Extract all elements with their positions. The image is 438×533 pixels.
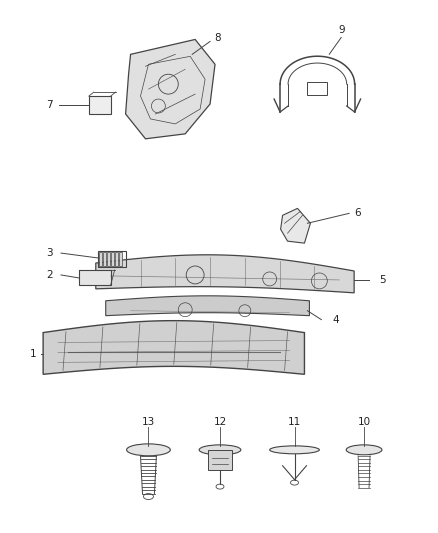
Text: 4: 4 (332, 314, 339, 325)
FancyBboxPatch shape (79, 270, 111, 285)
Ellipse shape (127, 444, 170, 456)
Text: 12: 12 (213, 417, 226, 427)
Polygon shape (281, 208, 311, 243)
Text: 3: 3 (46, 248, 53, 258)
FancyBboxPatch shape (208, 450, 232, 470)
Text: 5: 5 (380, 275, 386, 285)
Polygon shape (106, 296, 309, 316)
Text: 1: 1 (30, 350, 36, 359)
FancyBboxPatch shape (89, 96, 111, 114)
FancyBboxPatch shape (107, 252, 110, 266)
Text: 10: 10 (357, 417, 371, 427)
Polygon shape (96, 255, 354, 293)
Text: 11: 11 (288, 417, 301, 427)
Polygon shape (126, 39, 215, 139)
FancyBboxPatch shape (115, 252, 118, 266)
FancyBboxPatch shape (103, 252, 106, 266)
Text: 13: 13 (142, 417, 155, 427)
Text: 9: 9 (338, 25, 345, 35)
Text: 7: 7 (46, 100, 53, 110)
Text: 6: 6 (354, 208, 360, 219)
FancyBboxPatch shape (111, 252, 114, 266)
FancyBboxPatch shape (99, 252, 102, 266)
Ellipse shape (270, 446, 319, 454)
Text: 8: 8 (215, 34, 221, 44)
Ellipse shape (346, 445, 382, 455)
Ellipse shape (199, 445, 241, 455)
Polygon shape (43, 321, 304, 374)
Text: 2: 2 (46, 270, 53, 280)
FancyBboxPatch shape (119, 252, 122, 266)
